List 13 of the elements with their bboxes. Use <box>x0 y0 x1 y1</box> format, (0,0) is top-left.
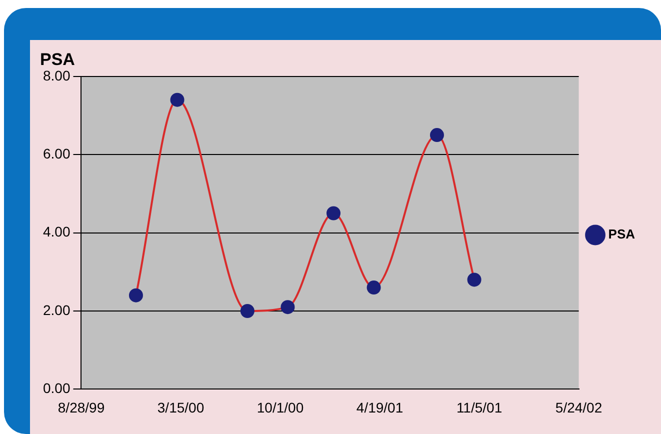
y-tick-label: 2.00 <box>43 302 70 318</box>
y-tick-label: 4.00 <box>43 224 70 240</box>
x-tick-label: 5/24/02 <box>555 399 602 416</box>
x-tick-label: 10/1/00 <box>256 399 304 416</box>
chart-title: PSA <box>40 50 75 69</box>
x-tick-label: 8/28/99 <box>58 399 105 416</box>
y-tick-label: 6.00 <box>43 145 70 162</box>
x-tick-label: 11/5/01 <box>456 399 502 416</box>
legend-label: PSA <box>608 226 636 242</box>
x-tick-label: 3/15/00 <box>157 399 204 416</box>
x-tick-label: 4/19/01 <box>356 399 404 416</box>
y-tick-label: 0.00 <box>43 380 70 396</box>
y-tick-label: 8.00 <box>43 67 70 84</box>
